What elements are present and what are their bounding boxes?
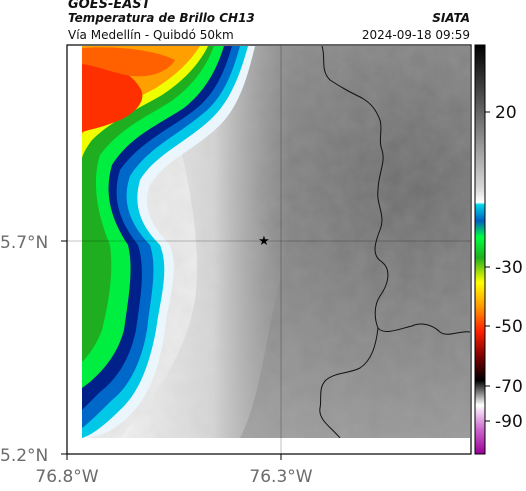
axis-ticks (61, 240, 282, 460)
colorbar-label-minus70: -70 (495, 377, 523, 397)
colorbar (474, 44, 486, 455)
lat-label-5-7: 5.7°N (0, 233, 48, 253)
satellite-title: GOES-EAST (68, 0, 151, 12)
admin-boundaries (319, 46, 470, 438)
timestamp-label: 2024-09-18 09:59 (361, 28, 470, 42)
colorbar-label-minus30: -30 (495, 258, 523, 278)
colorbar-ticks (485, 111, 490, 422)
region-subtitle: Vía Medellín - Quibdó 50km (68, 28, 234, 42)
colorbar-label-minus90: -90 (495, 412, 523, 432)
org-label: SIATA (432, 11, 470, 25)
product-title: Temperatura de Brillo CH13 (68, 11, 255, 25)
lon-label-76-3: 76.3°W (249, 467, 312, 487)
location-star-icon: ★ (258, 234, 270, 249)
lon-label-76-8: 76.8°W (35, 467, 98, 487)
colorbar-label-minus50: -50 (495, 317, 523, 337)
colorbar-label-20: 20 (495, 103, 517, 123)
brightness-temperature-field (82, 46, 470, 438)
lat-label-5-2: 5.2°N (0, 446, 48, 466)
